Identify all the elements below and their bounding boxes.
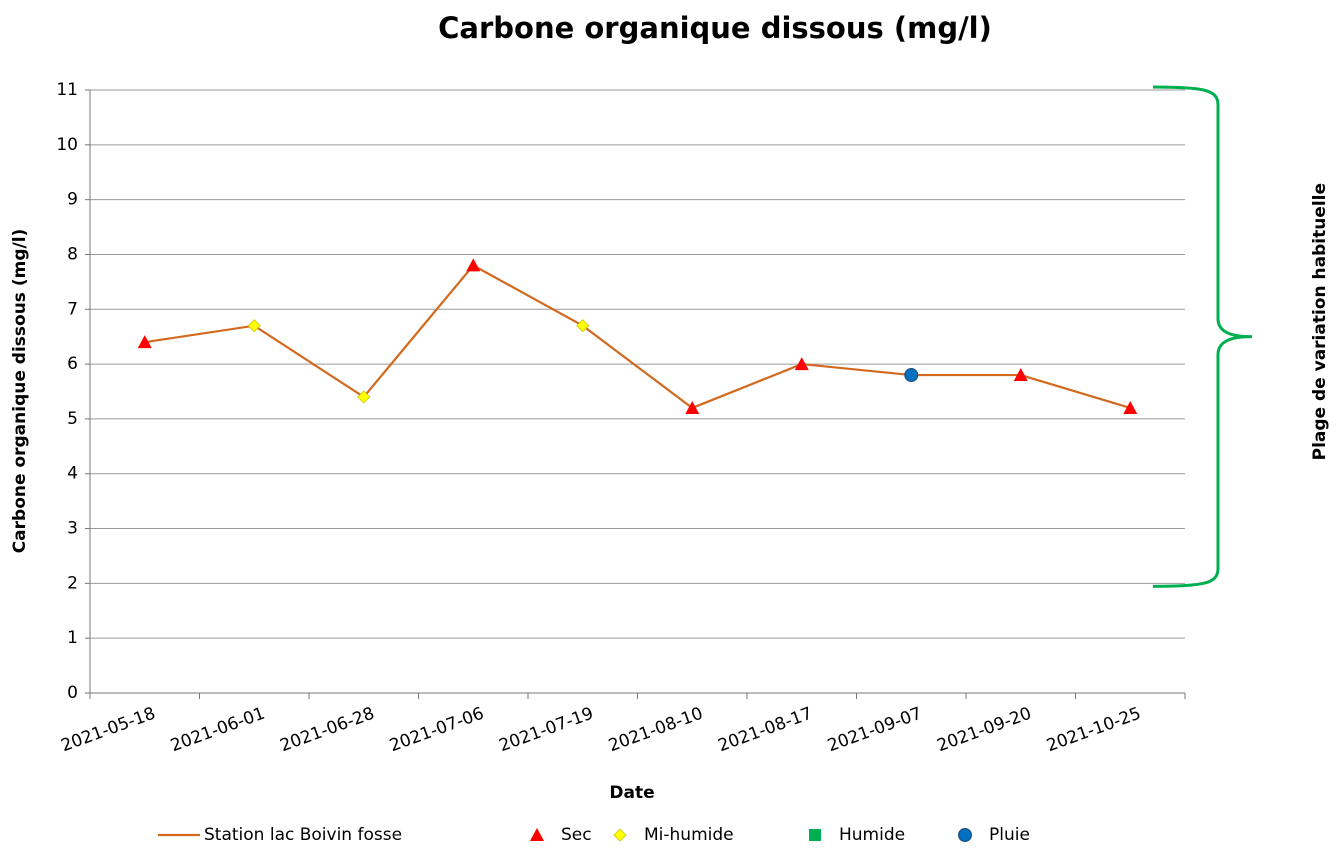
y-axis-label: Carbone organique dissous (mg/l) — [10, 229, 30, 554]
data-point — [794, 357, 809, 371]
data-point — [247, 319, 261, 333]
x-tick-label: 2021-09-07 — [825, 704, 925, 757]
legend-label: Mi-humide — [644, 825, 734, 845]
x-tick-label: 2021-08-17 — [715, 704, 815, 757]
legend-swatch — [530, 828, 544, 841]
data-point — [904, 368, 919, 383]
data-point — [576, 319, 590, 333]
legend-label: Pluie — [989, 825, 1030, 845]
y-tick-label: 2 — [67, 573, 78, 593]
legend-swatch — [613, 828, 627, 842]
legend-label: Humide — [839, 825, 905, 845]
y-tick-label: 9 — [67, 190, 78, 210]
x-tick-label: 2021-06-01 — [168, 704, 268, 757]
legend-swatch — [809, 829, 821, 841]
x-tick-label: 2021-05-18 — [58, 704, 158, 757]
range-bracket — [1152, 85, 1253, 588]
data-point — [466, 258, 481, 272]
data-point — [1123, 400, 1138, 414]
chart-title: Carbone organique dissous (mg/l) — [438, 11, 992, 45]
y-tick-label: 7 — [67, 299, 78, 319]
y-tick-label: 3 — [67, 519, 78, 539]
series-line — [144, 264, 1131, 410]
annotation-label: Plage de variation habituelle — [1310, 183, 1330, 460]
legend-label: Station lac Boivin fosse — [204, 825, 402, 845]
x-tick-label: 2021-10-25 — [1044, 704, 1144, 757]
y-tick-label: 6 — [67, 354, 78, 374]
x-axis-label: Date — [609, 783, 654, 803]
y-tick-label: 11 — [56, 80, 78, 100]
x-tick-label: 2021-06-28 — [277, 704, 377, 757]
data-point — [1013, 368, 1028, 382]
y-tick-label: 8 — [67, 244, 78, 264]
x-tick-label: 2021-08-10 — [606, 704, 706, 757]
y-tick-label: 0 — [67, 683, 78, 703]
y-tick-label: 4 — [67, 464, 78, 484]
legend-swatch — [958, 828, 972, 842]
x-tick-label: 2021-09-20 — [934, 704, 1034, 757]
x-tick-label: 2021-07-19 — [496, 704, 596, 757]
x-tick-label: 2021-07-06 — [387, 704, 487, 757]
data-point — [685, 400, 700, 414]
data-point — [137, 335, 152, 349]
y-tick-label: 10 — [56, 135, 78, 155]
y-tick-label: 1 — [67, 628, 78, 648]
data-point — [357, 390, 371, 404]
y-tick-label: 5 — [67, 409, 78, 429]
legend-label: Sec — [561, 825, 592, 845]
